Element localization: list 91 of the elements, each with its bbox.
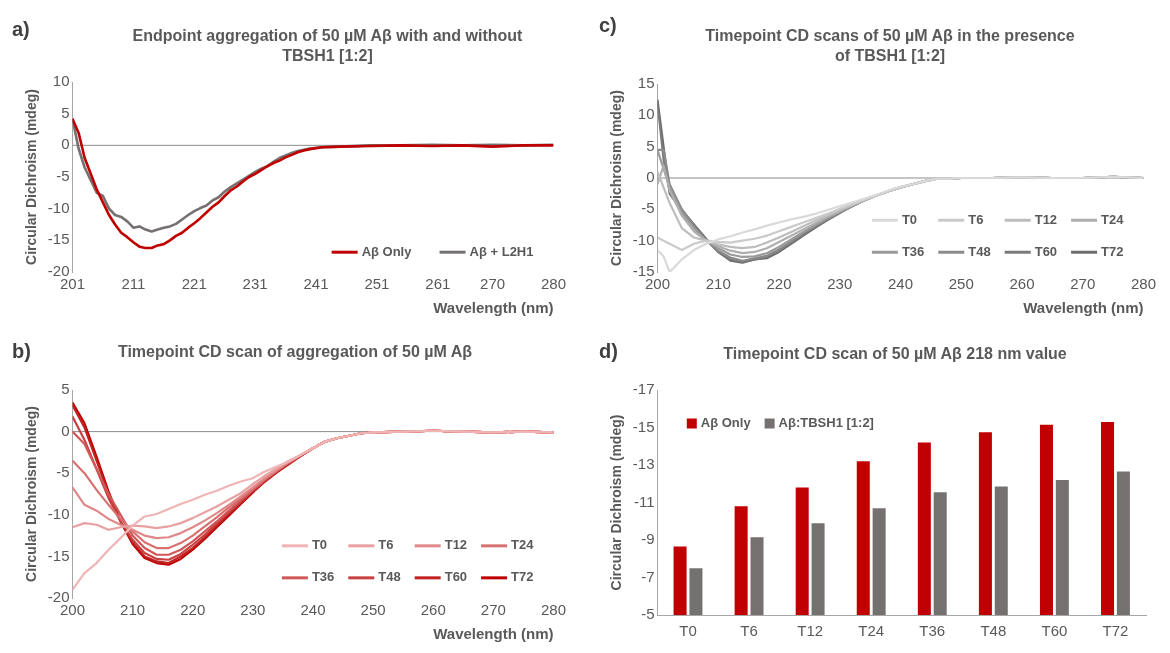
text: a): [12, 18, 30, 41]
x-tick-label: 240: [300, 601, 326, 619]
x-tick-label: T36: [919, 622, 946, 640]
x-tick-label: 230: [240, 601, 266, 619]
legend-label: Aβ Only: [361, 243, 413, 259]
chart-title: Endpoint aggregation of 50 µM Aβ with and without TBSH1 [1:2]: [131, 26, 524, 66]
x-axis-title: Wavelength (nm): [1023, 299, 1144, 317]
legend-label: T36: [901, 243, 925, 259]
chart-title: Timepoint CD scan of aggregation of 50 µM Aβ: [116, 342, 474, 362]
chart-title: Timepoint CD scan of 50 µM Aβ 218 nm value: [722, 344, 1068, 364]
y-tick-label: 10: [637, 105, 655, 123]
x-tick-label: 241: [303, 275, 329, 293]
x-tick-label: 210: [705, 275, 731, 293]
x-tick-label: T24: [858, 622, 885, 640]
x-tick-label: 231: [242, 275, 268, 293]
y-tick-label: -10: [632, 230, 655, 248]
x-tick-label: T48: [980, 622, 1007, 640]
x-tick-label: 260: [420, 601, 446, 619]
x-tick-label: T60: [1041, 622, 1068, 640]
legend-label: T48: [378, 569, 401, 585]
y-tick-label: -15: [47, 546, 70, 564]
x-tick-label: T72: [1102, 622, 1129, 640]
legend-label: T6: [968, 211, 984, 227]
y-tick-label: 0: [646, 168, 655, 186]
legend-label: T36: [311, 569, 335, 585]
text: d): [599, 340, 618, 363]
x-tick-label: 221: [181, 275, 207, 293]
x-tick-label: 280: [540, 275, 566, 293]
x-tick-label: 250: [360, 601, 386, 619]
legend-label: T72: [1101, 243, 1124, 259]
y-tick-label: -10: [47, 198, 70, 216]
legend-label: T60: [1034, 243, 1058, 259]
x-tick-label: 211: [121, 275, 146, 293]
y-tick-label: 5: [61, 103, 70, 121]
text: b): [12, 340, 31, 363]
y-axis-title: Circular Dichroism (mdeg): [23, 406, 40, 582]
x-tick-label: 240: [887, 275, 913, 293]
y-tick-label: -7: [641, 567, 655, 585]
legend-label: T12: [444, 537, 468, 553]
y-axis-title: Circular Dichroism (mdeg): [608, 90, 625, 266]
x-tick-label: 250: [948, 275, 974, 293]
legend-label: T24: [511, 537, 535, 553]
x-tick-label: 280: [540, 601, 566, 619]
x-tick-label: 270: [480, 275, 506, 293]
y-tick-label: -15: [47, 230, 70, 248]
y-tick-label: 0: [61, 135, 70, 153]
legend-label: T12: [1034, 211, 1058, 227]
x-tick-label: T12: [797, 622, 824, 640]
y-tick-label: 15: [637, 74, 655, 92]
y-tick-label: -11: [633, 492, 655, 510]
legend-label: T0: [311, 537, 328, 553]
x-tick-label: 270: [480, 601, 506, 619]
y-tick-label: 5: [61, 380, 70, 398]
x-tick-label: 261: [425, 275, 451, 293]
y-tick-label: 5: [646, 136, 655, 154]
y-tick-label: -10: [47, 504, 70, 522]
x-tick-label: 251: [364, 275, 390, 293]
legend-label: T6: [378, 537, 394, 553]
legend-label: Aβ + L2H1: [469, 243, 534, 259]
y-tick-label: -5: [56, 167, 70, 185]
y-tick-label: -17: [632, 380, 655, 398]
legend-label: T24: [1101, 211, 1125, 227]
legend-label: T72: [511, 569, 534, 585]
y-tick-label: -15: [632, 417, 655, 435]
y-tick-label: -5: [641, 605, 655, 623]
y-tick-label: -9: [641, 530, 655, 548]
legend-label: Aβ Only: [700, 415, 752, 431]
legend-label: T60: [444, 569, 468, 585]
y-axis-title: Circular Dichroism (mdeg): [608, 414, 625, 591]
chart-title: Timepoint CD scans of 50 µM Aβ in the presence of TBSH1 [1:2]: [705, 26, 1075, 66]
x-tick-label: 220: [766, 275, 792, 293]
y-tick-label: -13: [632, 455, 655, 473]
legend-label: T0: [901, 211, 918, 227]
legend-label: Aβ:TBSH1 [1:2]: [778, 415, 874, 431]
y-tick-label: 10: [52, 72, 70, 90]
x-tick-label: 270: [1070, 275, 1096, 293]
x-tick-label: 210: [120, 601, 146, 619]
x-tick-label: 280: [1130, 275, 1156, 293]
text: c): [599, 14, 617, 37]
x-tick-label: T6: [740, 622, 758, 640]
x-tick-label: 220: [180, 601, 206, 619]
x-tick-label: 260: [1009, 275, 1035, 293]
y-tick-label: 0: [61, 421, 70, 439]
x-tick-label: T0: [679, 622, 697, 640]
y-tick-label: -5: [641, 199, 655, 217]
y-axis-title: Circular Dichroism (mdeg): [23, 89, 40, 265]
x-axis-title: Wavelength (nm): [433, 625, 554, 643]
y-tick-label: -5: [56, 463, 70, 481]
x-tick-label: 230: [827, 275, 853, 293]
legend-label: T48: [968, 243, 991, 259]
x-axis-title: Wavelength (nm): [433, 299, 554, 317]
